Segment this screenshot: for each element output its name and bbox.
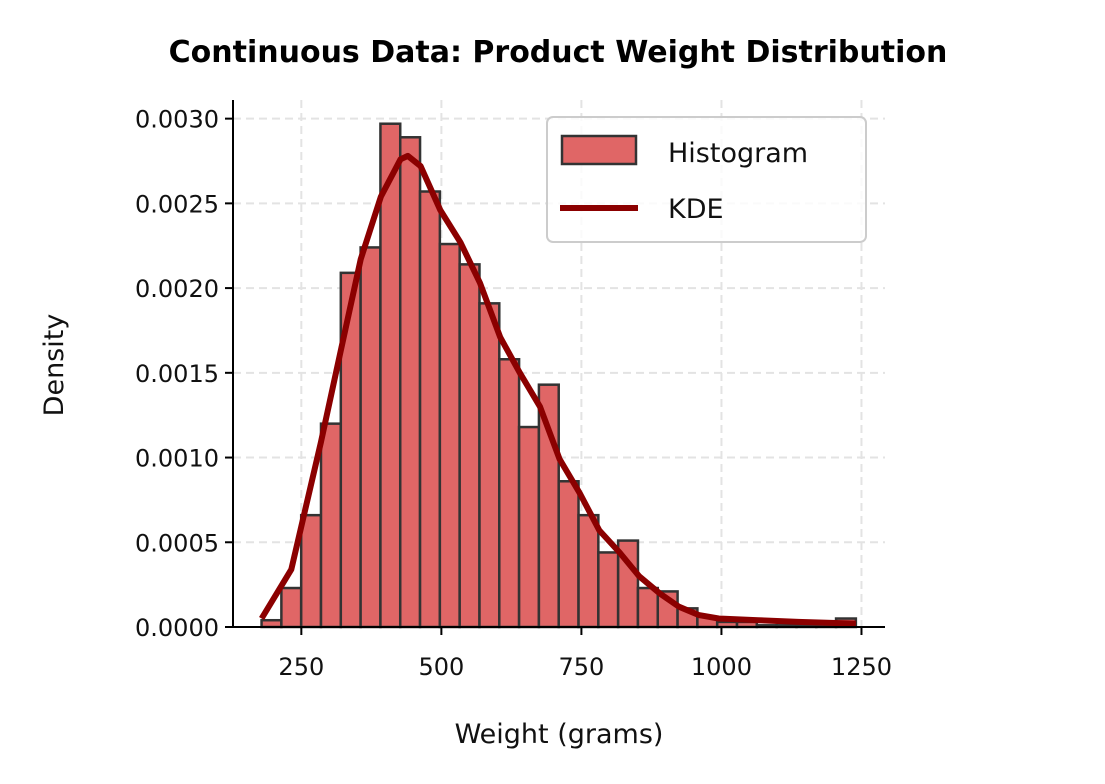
legend-kde-label: KDE [668,194,724,225]
x-tick-label: 1000 [691,653,752,681]
histogram-bar [359,246,382,629]
x-tick-label: 750 [558,653,604,681]
histogram-bar [636,586,660,629]
chart-title: Continuous Data: Product Weight Distribu… [169,35,948,70]
histogram-bar [260,618,283,629]
histogram-bar [597,551,620,629]
y-tick-label: 0.0005 [135,529,219,557]
y-tick-label: 0.0025 [135,190,219,218]
y-axis-label: Density [39,314,70,417]
x-tick-label: 500 [418,653,464,681]
histogram-bar [557,480,580,629]
y-tick-label: 0.0015 [135,360,219,388]
y-tick-label: 0.0010 [135,445,219,473]
histogram-bar [577,513,600,629]
legend: Histogram KDE [546,116,867,243]
y-tick-label: 0.0020 [135,275,219,303]
histogram-bar [458,263,481,629]
legend-histogram-swatch [560,134,638,166]
histogram-bar [537,383,560,629]
histogram-bar [438,242,461,629]
histogram-bar [398,136,422,629]
histogram-bar [478,302,501,629]
y-tick-label: 0.0000 [135,614,219,642]
histogram-bar [517,425,541,629]
y-tick-label: 0.0030 [135,106,219,134]
x-tick-label: 250 [278,653,324,681]
histogram-bar [299,513,323,629]
kde-line [259,152,856,627]
x-axis-label: Weight (grams) [455,719,664,750]
histogram-bar [418,190,442,629]
histogram-bar [280,586,303,629]
legend-histogram-label: Histogram [668,138,808,169]
histogram-bar [379,122,402,629]
histogram-bar [319,422,343,629]
histogram-bar [498,358,521,629]
x-tick-label: 1250 [831,653,892,681]
